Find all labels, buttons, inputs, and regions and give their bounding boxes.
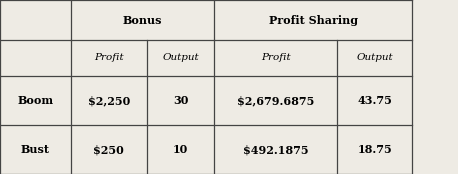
Text: Boom: Boom xyxy=(17,95,54,106)
Text: $492.1875: $492.1875 xyxy=(243,144,309,155)
Text: $250: $250 xyxy=(93,144,124,155)
Text: Output: Output xyxy=(162,53,199,62)
Text: 30: 30 xyxy=(173,95,188,106)
Text: 10: 10 xyxy=(173,144,188,155)
Text: 43.75: 43.75 xyxy=(357,95,392,106)
Text: Profit: Profit xyxy=(94,53,124,62)
Text: $2,250: $2,250 xyxy=(87,95,130,106)
Text: $2,679.6875: $2,679.6875 xyxy=(237,95,314,106)
Text: Profit: Profit xyxy=(261,53,290,62)
Text: Profit Sharing: Profit Sharing xyxy=(269,14,358,26)
Text: Bust: Bust xyxy=(21,144,50,155)
Text: Bonus: Bonus xyxy=(123,14,163,26)
Text: Output: Output xyxy=(356,53,393,62)
Text: 18.75: 18.75 xyxy=(357,144,392,155)
